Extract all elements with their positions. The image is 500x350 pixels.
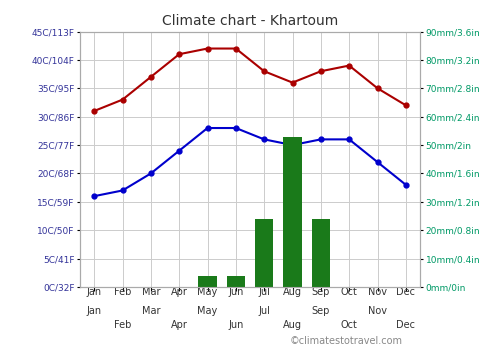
Text: Aug: Aug — [283, 320, 302, 330]
Title: Climate chart - Khartoum: Climate chart - Khartoum — [162, 14, 338, 28]
Text: Jan: Jan — [86, 307, 102, 316]
Text: Sep: Sep — [312, 307, 330, 316]
Text: Mar: Mar — [142, 287, 160, 297]
Text: Sep: Sep — [312, 287, 330, 297]
Text: May: May — [198, 287, 218, 297]
Text: Aug: Aug — [283, 287, 302, 297]
Bar — [312, 219, 330, 287]
Text: Oct: Oct — [340, 287, 357, 297]
Text: Nov: Nov — [368, 287, 387, 297]
Text: Mar: Mar — [142, 307, 160, 316]
Text: Apr: Apr — [170, 287, 188, 297]
Text: Jul: Jul — [258, 287, 270, 297]
Bar — [255, 219, 274, 287]
Text: Feb: Feb — [114, 320, 131, 330]
Text: Jun: Jun — [228, 287, 244, 297]
Text: Nov: Nov — [368, 307, 387, 316]
Text: Apr: Apr — [170, 320, 188, 330]
Text: Dec: Dec — [396, 320, 415, 330]
Bar — [226, 276, 245, 287]
Text: ©climatestotravel.com: ©climatestotravel.com — [290, 336, 403, 346]
Bar — [198, 276, 216, 287]
Text: Jan: Jan — [86, 287, 102, 297]
Bar — [284, 136, 302, 287]
Text: Oct: Oct — [340, 320, 357, 330]
Text: Jul: Jul — [258, 307, 270, 316]
Text: Feb: Feb — [114, 287, 131, 297]
Text: May: May — [198, 307, 218, 316]
Text: Dec: Dec — [396, 287, 415, 297]
Text: Jun: Jun — [228, 320, 244, 330]
